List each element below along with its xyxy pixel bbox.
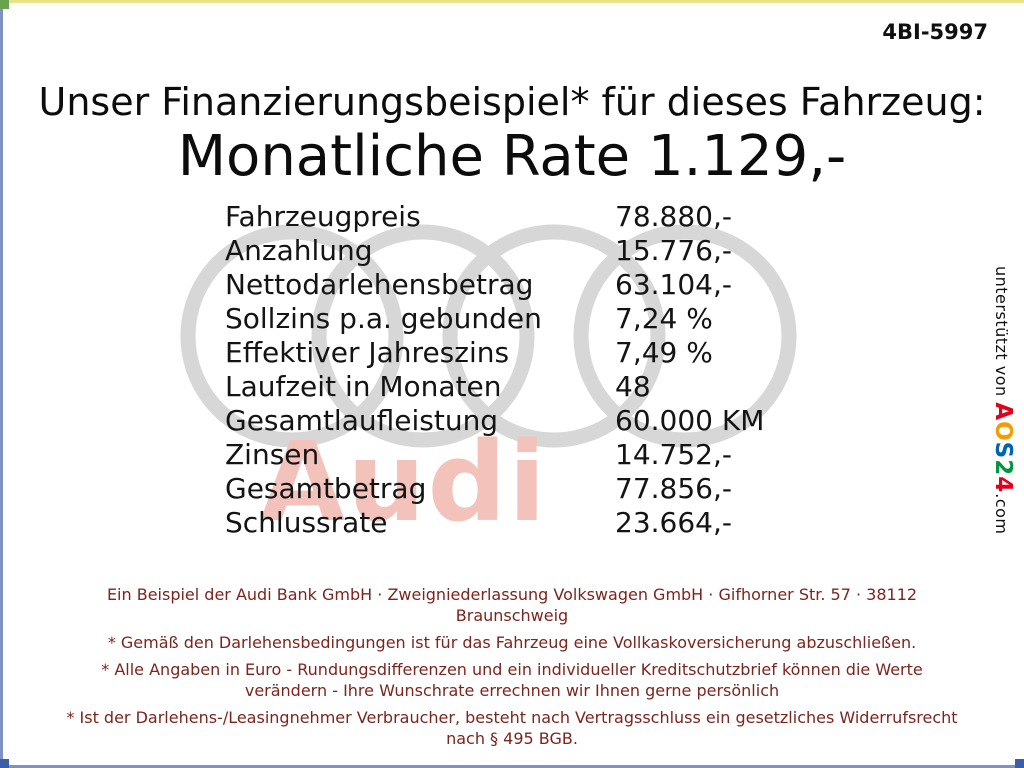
aos24-letter: A bbox=[990, 402, 1016, 422]
finance-row: Sollzins p.a. gebunden 7,24 % bbox=[225, 301, 764, 335]
finance-value: 7,24 % bbox=[615, 301, 713, 335]
frame-corner-bottom-left bbox=[0, 759, 9, 768]
finance-label: Effektiver Jahreszins bbox=[225, 335, 510, 369]
finance-label: Anzahlung bbox=[225, 233, 373, 267]
aos24-letter: 2 bbox=[990, 459, 1016, 477]
legal-line: * Alle Angaben in Euro - Rundungsdiffere… bbox=[101, 660, 923, 700]
aos24-letter: S bbox=[990, 441, 1016, 460]
aos24-letter: 4 bbox=[990, 476, 1016, 494]
finance-row: Gesamtlaufleistung 60.000 KM bbox=[225, 403, 764, 437]
finance-row: Fahrzeugpreis 78.880,- bbox=[225, 199, 764, 233]
legal-footer: Ein Beispiel der Audi Bank GmbH · Zweign… bbox=[62, 584, 962, 755]
frame-left-border bbox=[0, 0, 3, 768]
finance-row: Schlussrate 23.664,- bbox=[225, 505, 764, 539]
provider-credit: unterstützt von AOS24.com bbox=[990, 266, 1016, 535]
frame-top-border bbox=[0, 0, 1024, 3]
finance-label: Sollzins p.a. gebunden bbox=[225, 301, 542, 335]
frame-bottom-border bbox=[0, 765, 1024, 768]
finance-row: Nettodarlehensbetrag 63.104,- bbox=[225, 267, 764, 301]
legal-line: * Ist der Darlehens-/Leasingnehmer Verbr… bbox=[66, 708, 958, 748]
finance-row: Gesamtbetrag 77.856,- bbox=[225, 471, 764, 505]
frame-corner-bottom-right bbox=[1015, 759, 1024, 768]
finance-label: Laufzeit in Monaten bbox=[225, 369, 502, 403]
finance-value: 14.752,- bbox=[615, 437, 732, 471]
finance-label: Schlussrate bbox=[225, 505, 388, 539]
finance-label: Gesamtbetrag bbox=[225, 471, 427, 505]
finance-value: 63.104,- bbox=[615, 267, 732, 301]
provider-credit-prefix: unterstützt von bbox=[992, 266, 1011, 403]
monthly-rate-headline: Monatliche Rate 1.129,- bbox=[177, 124, 847, 189]
finance-label: Zinsen bbox=[225, 437, 320, 471]
vehicle-ref-code: 4BI-5997 bbox=[882, 20, 988, 44]
aos24-logo: AOS24 bbox=[990, 402, 1016, 493]
finance-row: Anzahlung 15.776,- bbox=[225, 233, 764, 267]
page-title: Unser Finanzierungsbeispiel* für dieses … bbox=[38, 80, 986, 124]
finance-row: Laufzeit in Monaten 48 bbox=[225, 369, 764, 403]
finance-value: 60.000 KM bbox=[615, 403, 765, 437]
finance-value: 7,49 % bbox=[615, 335, 713, 369]
finance-value: 48 bbox=[615, 369, 651, 403]
finance-value: 23.664,- bbox=[615, 505, 732, 539]
finance-label: Gesamtlaufleistung bbox=[225, 403, 499, 437]
finance-row: Effektiver Jahreszins 7,49 % bbox=[225, 335, 764, 369]
legal-line: * Gemäß den Darlehensbedingungen ist für… bbox=[107, 633, 917, 652]
finance-value: 77.856,- bbox=[615, 471, 732, 505]
legal-line: Ein Beispiel der Audi Bank GmbH · Zweign… bbox=[106, 585, 918, 625]
finance-row: Zinsen 14.752,- bbox=[225, 437, 764, 471]
finance-label: Fahrzeugpreis bbox=[225, 199, 421, 233]
finance-value: 15.776,- bbox=[615, 233, 732, 267]
frame-corner-top-left bbox=[0, 0, 9, 9]
finance-value: 78.880,- bbox=[615, 199, 732, 233]
finance-table: Fahrzeugpreis 78.880,- Anzahlung 15.776,… bbox=[225, 199, 764, 539]
provider-credit-suffix: .com bbox=[992, 493, 1011, 535]
aos24-letter: O bbox=[990, 421, 1016, 442]
finance-label: Nettodarlehensbetrag bbox=[225, 267, 534, 301]
